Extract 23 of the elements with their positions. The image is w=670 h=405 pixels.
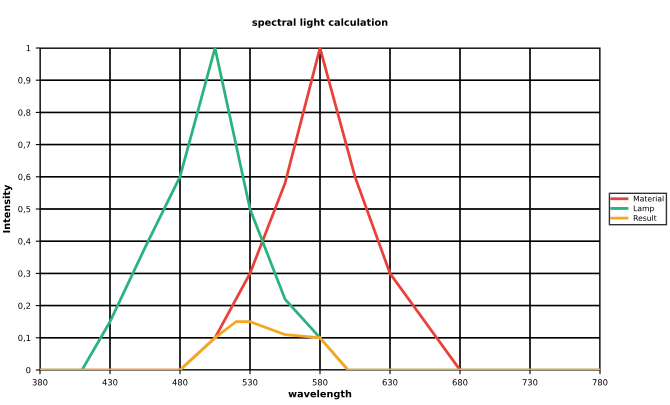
y-tick-label: 0,1 [18,334,30,342]
x-tick-label: 580 [312,379,328,386]
y-tick-label: 0,8 [18,109,30,117]
x-tick-label: 530 [242,379,258,386]
x-tick-label: 680 [452,379,468,386]
chart-title: spectral light calculation [252,18,388,28]
y-tick-label: 1 [26,45,30,52]
y-tick-label: 0,4 [18,238,31,246]
x-tick-label: 780 [592,379,608,386]
y-tick-label: 0,3 [18,270,30,278]
x-tick-label: 480 [172,379,188,386]
y-tick-label: 0,9 [18,77,30,84]
x-tick-label: 630 [382,379,398,386]
x-tick-label: 430 [102,379,118,386]
y-tick-label: 0,6 [18,174,30,181]
y-axis-title: Intensity [2,184,12,233]
y-tick-label: 0 [26,366,30,374]
x-tick-label: 730 [522,379,538,386]
y-tick-label: 0,5 [18,206,30,214]
x-axis-title: wavelength [288,390,352,400]
y-tick-label: 0,7 [18,142,30,149]
x-tick-label: 380 [32,379,48,386]
y-tick-label: 0,2 [18,302,30,310]
